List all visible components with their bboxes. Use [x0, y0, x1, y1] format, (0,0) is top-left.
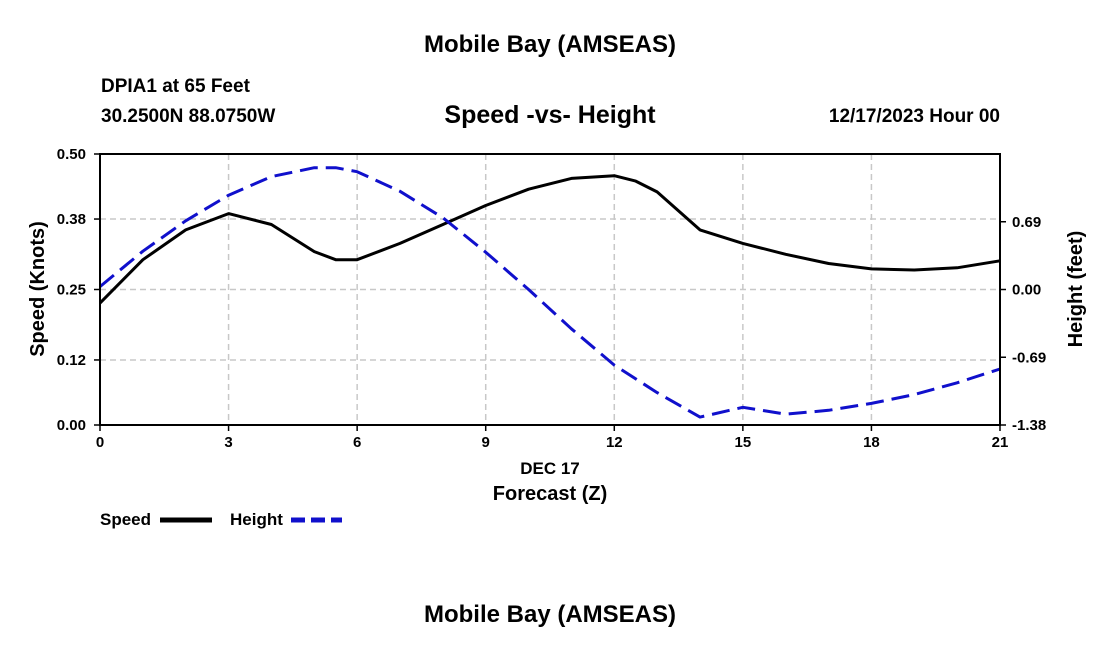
- x-tick-label: 18: [863, 434, 880, 451]
- x-tick-label: 12: [606, 434, 623, 451]
- axes: 0 3 6 9 12 15 18 21 0.00 0.12 0.25 0.38 0.50 -1.38 -0.…: [57, 146, 1046, 451]
- x-tick-label: 0: [96, 434, 104, 451]
- y-tick-label: 0.50: [57, 146, 86, 163]
- y-tick-label: 0.12: [57, 352, 86, 369]
- x-tick-label: 3: [224, 434, 232, 451]
- series-line-height: [99, 166, 1001, 419]
- footer-title: Mobile Bay (AMSEAS): [423, 601, 677, 628]
- y2-tick-label: 0.69: [1012, 214, 1041, 231]
- y2-axis-label: Height (feet): [1065, 231, 1087, 348]
- y2-tick-label: -0.69: [1012, 349, 1046, 366]
- x-tick-label: 21: [992, 434, 1009, 451]
- x-tick-label: 9: [482, 434, 490, 451]
- x-axis-date-label: DEC 17: [520, 459, 580, 478]
- legend-label-speed: Speed: [100, 510, 151, 529]
- chart-title: Speed -vs- Height: [444, 101, 656, 129]
- page-title: Mobile Bay (AMSEAS): [423, 31, 677, 58]
- datetime-label: 12/17/2023 Hour 00: [828, 106, 1000, 127]
- y-tick-label: 0.25: [57, 282, 86, 299]
- y-tick-label: 0.38: [57, 211, 86, 228]
- legend: Speed Height: [100, 510, 342, 529]
- x-tick-label: 6: [353, 434, 361, 451]
- grid-lines: [100, 153, 1000, 425]
- y2-tick-label: -1.38: [1012, 417, 1046, 434]
- x-axis-label: Forecast (Z): [493, 483, 607, 505]
- legend-label-height: Height: [230, 510, 283, 529]
- series-layer: [98, 166, 1001, 419]
- coordinates-label: 30.2500N 88.0750W: [101, 106, 276, 127]
- x-tick-label: 15: [735, 434, 752, 451]
- series-line-speed: [98, 174, 1001, 305]
- y-axis-label: Speed (Knots): [27, 221, 49, 357]
- y2-tick-label: 0.00: [1012, 282, 1041, 299]
- y-tick-label: 0.00: [57, 417, 86, 434]
- station-label: DPIA1 at 65 Feet: [101, 76, 250, 97]
